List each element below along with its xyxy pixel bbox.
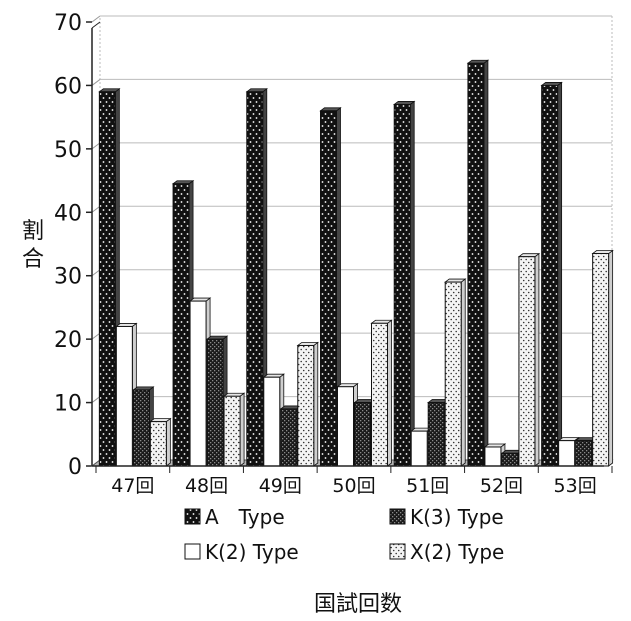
bar-front	[444, 281, 462, 467]
bar-3-4	[444, 278, 467, 467]
bar-side	[313, 341, 319, 467]
x-tick-label: 47回	[111, 475, 154, 497]
bar-side	[460, 278, 466, 467]
x-tick-label: 48回	[185, 475, 228, 497]
legend-swatch	[389, 508, 406, 525]
x-axis: 47回 48回 49回 50回 51回 52回 53回	[92, 465, 613, 497]
bar-0-6	[540, 81, 563, 467]
bar-front	[206, 338, 224, 467]
bar-front	[541, 84, 559, 467]
bar-3-3	[370, 319, 393, 467]
bar-3-1	[222, 392, 246, 467]
bar-3-2	[296, 341, 319, 467]
legend-label: K(3) Type	[410, 505, 504, 529]
bar-front	[132, 389, 150, 467]
gridline-depth	[91, 205, 101, 213]
y-tick-label: 50	[54, 138, 82, 163]
legend-item-3: X(2) Type	[389, 540, 504, 564]
bar-0-4	[393, 100, 416, 467]
bar-3-6	[591, 249, 614, 467]
bar-1-0	[132, 386, 155, 467]
bar-front	[115, 325, 133, 467]
bar-side	[534, 252, 540, 467]
bar-front	[592, 253, 610, 467]
y-tick-label: 40	[54, 201, 82, 226]
y-tick-label: 10	[54, 392, 82, 417]
bar-3-5	[517, 252, 541, 467]
y-tick-label: 0	[68, 455, 82, 480]
bar-0-5	[466, 59, 490, 467]
bar-front	[172, 183, 190, 467]
bar-front	[393, 103, 411, 467]
legend-label: K(2) Type	[205, 540, 299, 564]
y-axis-top	[91, 21, 101, 29]
x-tick-label: 52回	[480, 475, 523, 497]
gridline-depth	[91, 332, 101, 340]
legend-item-1: K(3) Type	[389, 505, 504, 529]
bar-front	[223, 395, 241, 467]
bar-2-0	[115, 322, 138, 467]
bar-front	[558, 440, 576, 467]
bar-side	[165, 417, 171, 467]
bar-front	[410, 430, 428, 467]
legend: A Type K(3) Type K(2) Type X(2) Type	[184, 505, 504, 564]
x-axis-title: 国試回数	[314, 592, 402, 617]
bar-side	[387, 319, 392, 467]
bar-3-0	[149, 417, 172, 467]
bar-front	[518, 256, 536, 467]
bars	[98, 59, 614, 467]
bar-0-2	[245, 87, 268, 467]
legend-item-2: K(2) Type	[184, 540, 299, 564]
bar-side	[557, 81, 563, 467]
gridline-depth	[91, 79, 101, 86]
bar-side	[239, 392, 245, 467]
bar-front	[337, 386, 354, 467]
x-tick-label: 53回	[554, 475, 597, 497]
gridline-depth	[91, 396, 101, 403]
x-tick-label: 51回	[406, 475, 449, 497]
bar-front	[501, 452, 519, 467]
y-tick-label: 20	[54, 328, 82, 353]
gridline-depth	[91, 269, 101, 277]
y-tick-label: 70	[54, 11, 82, 36]
legend-item-0: A Type	[184, 505, 285, 529]
bar-side	[483, 59, 489, 467]
bar-front	[467, 62, 485, 467]
bar-front	[320, 110, 337, 467]
bar-front	[98, 91, 116, 467]
y-tick-label: 30	[54, 265, 82, 290]
x-tick-label: 49回	[259, 475, 302, 497]
bar-front	[427, 402, 445, 467]
x-tick-label: 50回	[332, 475, 375, 497]
legend-label: A Type	[205, 505, 285, 529]
y-axis: 0 10 20 30 40 50 60 70	[54, 11, 101, 480]
bar-front	[280, 408, 298, 467]
bar-front	[354, 402, 371, 467]
bar-front	[246, 91, 264, 467]
legend-swatch	[389, 543, 406, 560]
bar-front	[189, 300, 207, 467]
bar-front	[263, 376, 281, 467]
gridline-depth	[91, 142, 101, 150]
bar-front	[149, 421, 167, 467]
bar-front	[484, 446, 502, 467]
y-tick-label: 60	[54, 74, 82, 99]
bar-front	[575, 440, 593, 467]
gridline-depth	[91, 15, 101, 23]
bar-front	[371, 322, 388, 467]
legend-label: X(2) Type	[410, 540, 504, 564]
bar-side	[608, 249, 614, 467]
bar-front	[297, 344, 315, 467]
legend-swatch	[184, 508, 201, 525]
bar-side	[409, 100, 415, 467]
legend-swatch	[184, 543, 201, 560]
y-axis-title: 割合	[22, 219, 44, 272]
bar-0-3	[319, 107, 342, 467]
